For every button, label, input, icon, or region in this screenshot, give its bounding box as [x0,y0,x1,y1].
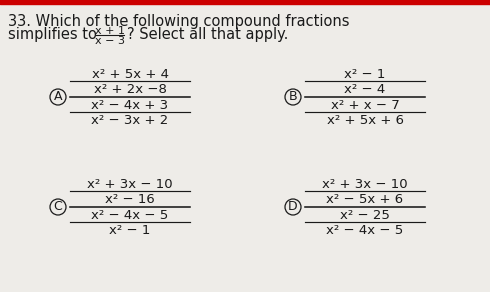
Text: ? Select all that apply.: ? Select all that apply. [127,27,289,42]
Text: C: C [53,201,62,213]
Text: 33. Which of the following compound fractions: 33. Which of the following compound frac… [8,14,349,29]
Text: x² + 5x + 6: x² + 5x + 6 [326,114,403,127]
Text: x − 3: x − 3 [95,36,125,46]
Text: x² − 4x − 5: x² − 4x − 5 [91,209,169,222]
Text: simplifies to: simplifies to [8,27,101,42]
Text: x² − 1: x² − 1 [344,68,386,81]
Text: x² − 4: x² − 4 [344,83,386,96]
Text: x² − 4x − 5: x² − 4x − 5 [326,224,404,237]
Text: x² − 16: x² − 16 [105,193,155,206]
Text: x² − 25: x² − 25 [340,209,390,222]
Text: D: D [288,201,298,213]
Text: x² + 3x − 10: x² + 3x − 10 [87,178,173,191]
Text: A: A [54,91,62,103]
Text: x² + 3x − 10: x² + 3x − 10 [322,178,408,191]
Text: B: B [289,91,297,103]
Text: x² + 2x −8: x² + 2x −8 [94,83,167,96]
Text: x² + 5x + 4: x² + 5x + 4 [92,68,169,81]
Text: x + 1: x + 1 [95,26,125,36]
Text: x² − 3x + 2: x² − 3x + 2 [91,114,169,127]
Text: x² − 4x + 3: x² − 4x + 3 [92,99,169,112]
Text: x² + x − 7: x² + x − 7 [331,99,399,112]
Text: x² − 5x + 6: x² − 5x + 6 [326,193,404,206]
Text: x² − 1: x² − 1 [109,224,151,237]
